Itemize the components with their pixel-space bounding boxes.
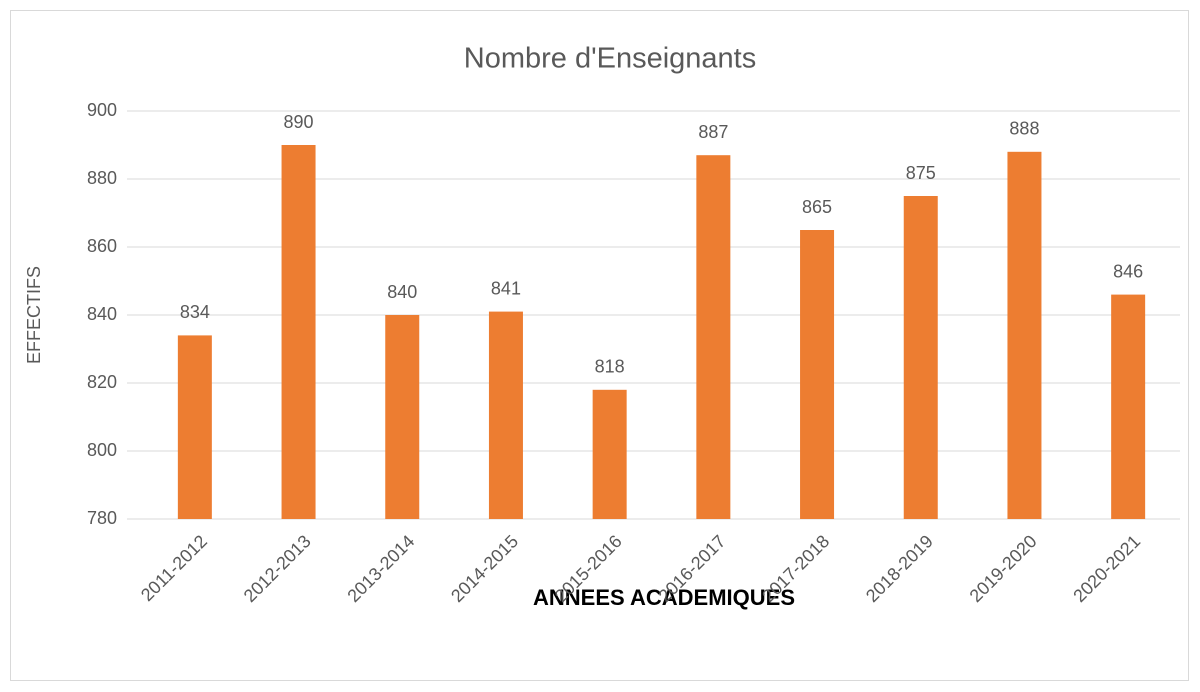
data-label: 840 — [387, 282, 417, 302]
data-label: 875 — [906, 163, 936, 183]
bar — [281, 145, 316, 519]
y-tick-label: 880 — [87, 168, 117, 188]
data-label: 834 — [180, 302, 210, 322]
y-tick-label: 860 — [87, 236, 117, 256]
y-tick-label: 840 — [87, 304, 117, 324]
y-axis-title: EFFECTIFS — [24, 266, 44, 364]
y-tick-label: 900 — [87, 100, 117, 120]
bar — [1111, 294, 1146, 519]
data-label: 890 — [284, 112, 314, 132]
bar — [903, 196, 938, 519]
bar — [488, 311, 523, 519]
data-label: 887 — [698, 122, 728, 142]
bar — [592, 389, 627, 519]
y-tick-label: 800 — [87, 440, 117, 460]
y-tick-label: 820 — [87, 372, 117, 392]
bar — [385, 315, 420, 519]
chart-title: Nombre d'Enseignants — [464, 43, 756, 75]
bar — [696, 155, 731, 519]
data-label: 846 — [1113, 261, 1143, 281]
bar — [177, 335, 212, 519]
data-label: 865 — [802, 197, 832, 217]
bar — [1007, 151, 1042, 520]
data-label: 818 — [595, 357, 625, 377]
bar — [800, 230, 835, 519]
x-axis-title: ANNEES ACADEMIQUES — [533, 585, 795, 610]
y-tick-label: 780 — [87, 508, 117, 528]
data-label: 841 — [491, 278, 521, 298]
data-label: 888 — [1009, 119, 1039, 139]
